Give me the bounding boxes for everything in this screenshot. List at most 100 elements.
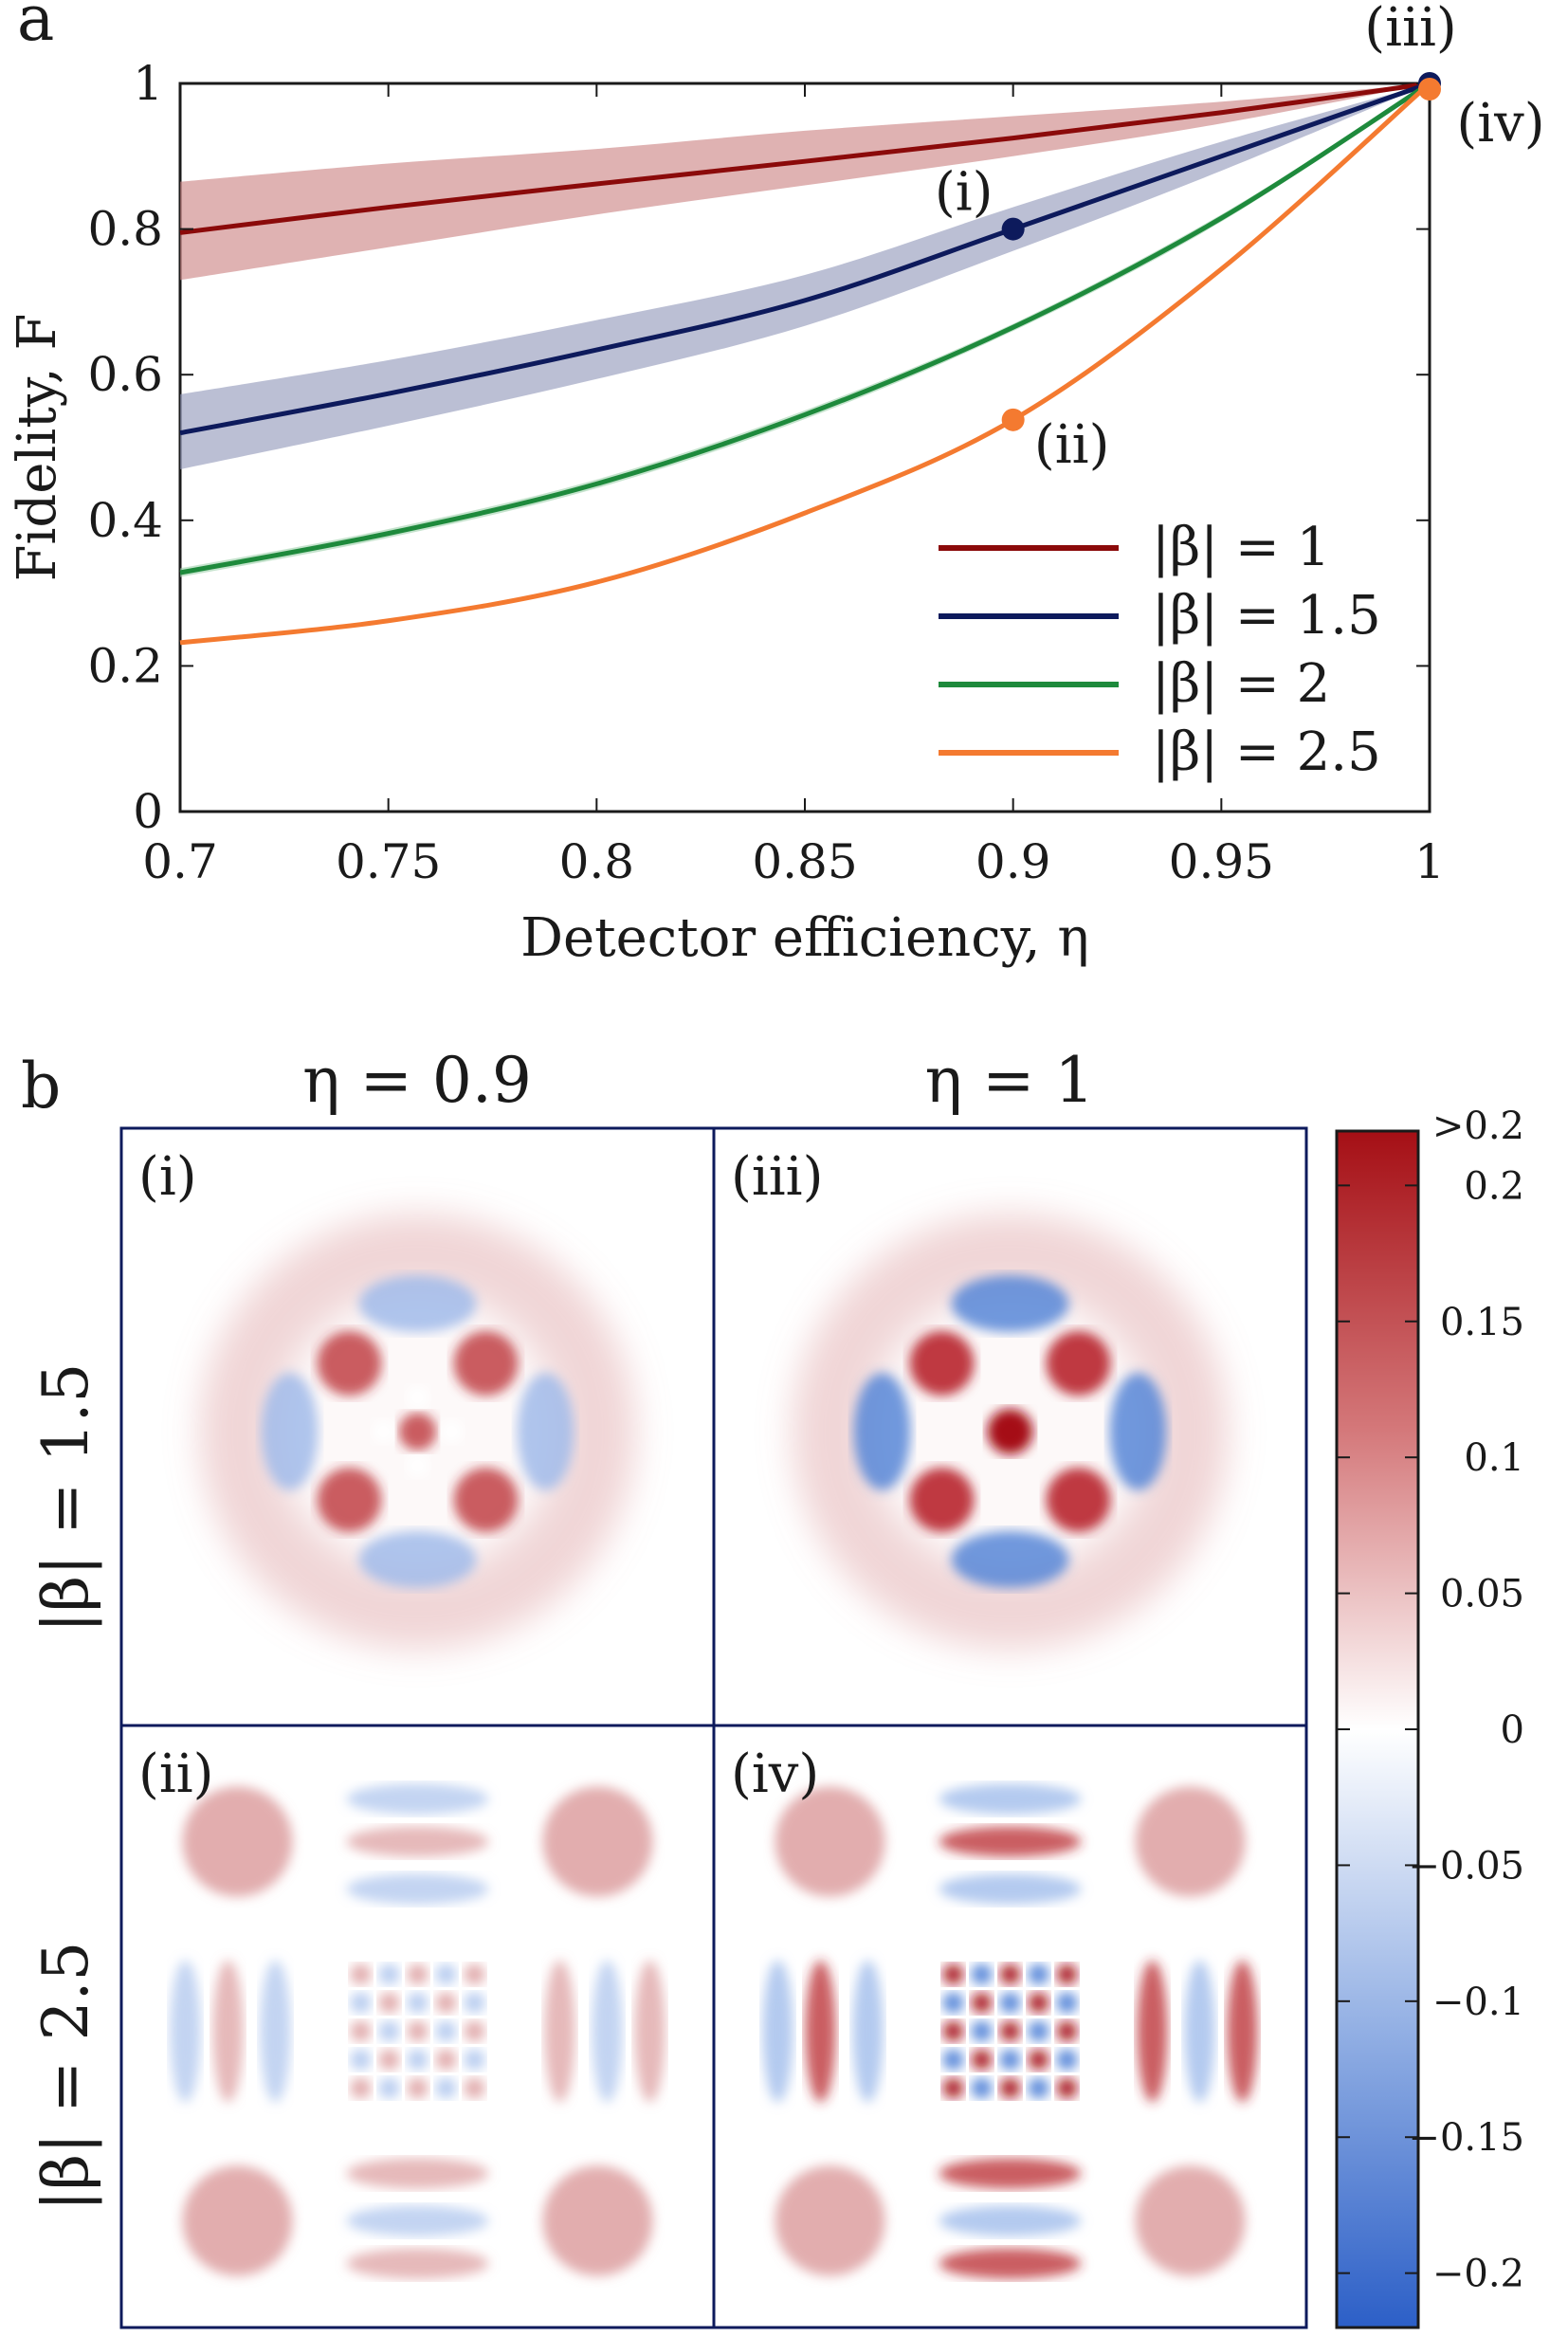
fringe-vertical: [852, 1960, 884, 2103]
lobe-negative: [1109, 1373, 1167, 1490]
checker-cell: [1056, 2020, 1078, 2042]
checker-cell: [942, 2020, 964, 2042]
checker-cell: [350, 2049, 372, 2071]
fringe-vertical: [260, 1960, 291, 2103]
x-tick-label: 0.85: [752, 834, 857, 889]
x-tick-label: 0.75: [336, 834, 441, 889]
y-tick-label: 0.6: [87, 347, 163, 402]
legend-entry-3: |β| = 2.5: [1152, 721, 1381, 783]
lobe-positive: [317, 1331, 382, 1396]
checker-cell: [464, 1963, 485, 1985]
node-zero: [440, 1420, 464, 1443]
line-series-3: [179, 82, 1431, 646]
highlight-markers: (i) (ii) (iii)(iv): [935, 0, 1545, 476]
corner-lobe: [182, 1786, 293, 1897]
legend-entry-1: |β| = 1.5: [1152, 585, 1381, 647]
checker-cell: [378, 1992, 400, 2014]
lobe-positive: [909, 1331, 975, 1396]
checker-cell: [1028, 1992, 1049, 2014]
column-title-eta-1: η = 1: [925, 1044, 1095, 1117]
y-tick-label: 1: [133, 56, 163, 111]
corner-lobe: [775, 1786, 885, 1897]
fringe-horizontal: [939, 1826, 1082, 1857]
lobe-negative: [517, 1373, 574, 1490]
corner-lobe: [1135, 1786, 1246, 1897]
lobe-positive: [453, 1468, 519, 1532]
fringe-horizontal: [939, 1783, 1082, 1815]
checker-cell: [407, 1963, 428, 1985]
checker-cell: [1028, 2049, 1049, 2071]
fringe-horizontal: [939, 1873, 1082, 1905]
fringe-vertical: [1137, 1960, 1168, 2103]
series-lines: [179, 81, 1431, 646]
lobe-negative: [358, 1275, 477, 1332]
marker-point-3: [1418, 78, 1441, 100]
checker-cell: [407, 1992, 428, 2014]
fringe-vertical: [762, 1960, 793, 2103]
fringe-horizontal: [939, 2248, 1082, 2279]
colorbar-tick-label: 0.1: [1464, 1436, 1524, 1480]
fringe-vertical: [592, 1960, 623, 2103]
wigner-heatmaps: (i) (iii) (ii) (iv): [119, 1126, 1308, 2329]
line-series-0: [179, 81, 1431, 235]
colorbar-tick-label: −0.2: [1432, 2253, 1524, 2296]
colorbar-tick-label: 0.2: [1464, 1164, 1524, 1208]
marker-label-3: (iv): [1456, 93, 1544, 155]
line-series-1: [179, 81, 1431, 436]
x-tick-label: 0.8: [559, 834, 635, 889]
colorbar: >0.2 0.2 0.15 0.1 0.05 0 −0.05 −0.1 −0.15 −0.2: [1335, 1105, 1524, 2329]
legend-entry-2: |β| = 2: [1152, 653, 1330, 715]
x-tick-label: 0.7: [142, 834, 218, 889]
fringe-horizontal: [346, 2205, 489, 2237]
tile-label-0: (i): [138, 1146, 197, 1208]
row-title-beta-2.5: |β| = 2.5: [29, 1942, 102, 2212]
heatmap-tile-2: (ii): [119, 1724, 716, 2329]
checker-cell: [464, 2020, 485, 2042]
colorbar-tick-label: −0.1: [1432, 1981, 1524, 2024]
center-peak: [987, 1409, 1033, 1454]
node-zero: [406, 1454, 429, 1477]
checker-cell: [378, 2020, 400, 2042]
fringe-horizontal: [939, 2205, 1082, 2237]
colorbar-tick-label: −0.05: [1408, 1844, 1524, 1888]
marker-point-1: [1001, 408, 1025, 431]
lobe-positive: [317, 1468, 382, 1532]
checker-cell: [971, 1992, 993, 2014]
fringe-vertical: [170, 1960, 201, 2103]
checker-cell: [942, 2077, 964, 2099]
colorbar-tick-label: 0: [1501, 1708, 1524, 1752]
checker-cell: [1056, 2049, 1078, 2071]
line-series-2: [179, 81, 1431, 575]
checker-cell: [971, 1963, 993, 1985]
checker-cell: [1056, 1963, 1078, 1985]
fringe-horizontal: [346, 2248, 489, 2279]
x-axis-label: Detector efficiency, η: [520, 907, 1089, 969]
checker-cell: [435, 2020, 457, 2042]
panel-b-label: b: [21, 1050, 61, 1123]
checker-cell: [942, 1963, 964, 1985]
checker-cell: [971, 2077, 993, 2099]
fringe-horizontal: [346, 1783, 489, 1815]
checker-cell: [378, 2077, 400, 2099]
checker-cell: [435, 2049, 457, 2071]
band-series-0: [180, 83, 1430, 281]
lobe-negative: [951, 1275, 1069, 1332]
heatmap-tile-0: (i): [119, 1126, 716, 1727]
checker-cell: [407, 2049, 428, 2071]
x-tick-label: 0.9: [975, 834, 1051, 889]
fringe-vertical: [212, 1960, 244, 2103]
checker-cell: [1056, 1992, 1078, 2014]
corner-lobe: [542, 2165, 653, 2276]
checker-cell: [999, 2049, 1021, 2071]
axis-ticks: 0.7 0.75 0.8 0.85 0.9 0.95 1 0 0.2 0.4 0.6 0.8 1: [87, 56, 1444, 889]
lobe-negative: [951, 1531, 1069, 1588]
checker-cell: [999, 1963, 1021, 1985]
lobe-negative: [358, 1531, 477, 1588]
checker-cell: [999, 1992, 1021, 2014]
checker-cell: [1056, 2077, 1078, 2099]
lobe-positive: [1046, 1331, 1111, 1396]
marker-label-1: (ii): [1034, 414, 1110, 476]
checker-cell: [435, 1992, 457, 2014]
node-zero: [406, 1386, 429, 1409]
lobe-positive: [453, 1331, 519, 1396]
